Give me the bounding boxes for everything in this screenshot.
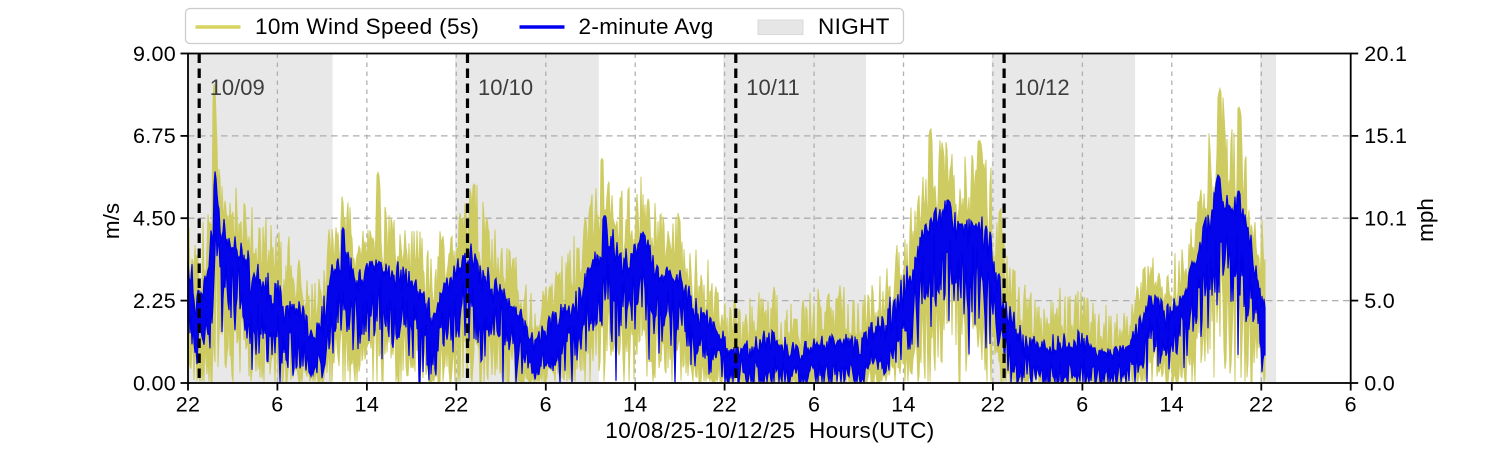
svg-text:4.50: 4.50 — [133, 207, 176, 231]
svg-text:10/11: 10/11 — [746, 75, 799, 100]
svg-text:mph: mph — [1413, 198, 1438, 242]
svg-text:22: 22 — [981, 393, 1006, 417]
svg-text:9.00: 9.00 — [133, 42, 176, 66]
svg-text:15.1: 15.1 — [1364, 124, 1407, 148]
svg-text:0.00: 0.00 — [133, 371, 176, 395]
svg-text:6: 6 — [808, 393, 820, 417]
svg-text:6: 6 — [540, 393, 552, 417]
svg-text:10/08/25-10/12/25 Hours(UTC): 10/08/25-10/12/25 Hours(UTC) — [605, 418, 934, 443]
svg-text:NIGHT: NIGHT — [818, 14, 890, 39]
svg-text:6: 6 — [271, 393, 283, 417]
svg-text:22: 22 — [1249, 393, 1274, 417]
svg-text:5.0: 5.0 — [1364, 289, 1395, 313]
svg-text:0.0: 0.0 — [1364, 371, 1395, 395]
svg-text:10/09: 10/09 — [210, 75, 265, 100]
svg-text:10.1: 10.1 — [1364, 207, 1407, 231]
svg-text:2.25: 2.25 — [133, 289, 176, 313]
svg-text:2-minute Avg: 2-minute Avg — [579, 14, 714, 39]
svg-text:22: 22 — [176, 393, 201, 417]
svg-text:m/s: m/s — [99, 203, 124, 239]
svg-text:14: 14 — [355, 393, 380, 417]
svg-text:6: 6 — [1076, 393, 1088, 417]
svg-text:22: 22 — [712, 393, 737, 417]
svg-text:6.75: 6.75 — [133, 124, 176, 148]
svg-text:14: 14 — [1160, 393, 1185, 417]
svg-text:14: 14 — [623, 393, 648, 417]
svg-text:10m Wind Speed (5s): 10m Wind Speed (5s) — [255, 14, 479, 39]
svg-text:10/12: 10/12 — [1015, 75, 1070, 100]
svg-text:6: 6 — [1345, 393, 1357, 417]
svg-text:22: 22 — [444, 393, 469, 417]
svg-text:20.1: 20.1 — [1364, 42, 1407, 66]
svg-text:10/10: 10/10 — [478, 75, 533, 100]
svg-text:14: 14 — [891, 393, 916, 417]
